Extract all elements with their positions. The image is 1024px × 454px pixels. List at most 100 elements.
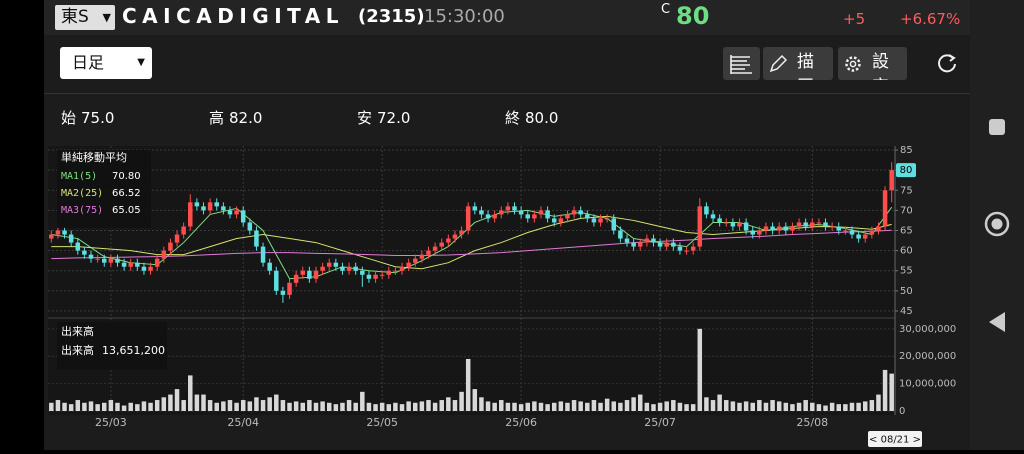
recents-button[interactable] bbox=[989, 119, 1005, 135]
home-dot bbox=[991, 218, 1003, 230]
candle-body bbox=[340, 266, 345, 271]
back-button[interactable] bbox=[989, 312, 1005, 332]
volume-bar bbox=[657, 402, 663, 411]
candle-body bbox=[465, 206, 471, 231]
candle-body bbox=[168, 242, 173, 251]
candle-body bbox=[320, 266, 325, 271]
candle-body bbox=[776, 226, 782, 231]
volume-bar bbox=[300, 402, 306, 411]
candle-body bbox=[293, 274, 299, 283]
time: 15:30:00 bbox=[424, 6, 505, 27]
dropdown-arrow: ▼ bbox=[102, 11, 111, 24]
draw-button[interactable]: 描画 bbox=[763, 47, 833, 80]
volume-bar bbox=[644, 402, 650, 411]
ohlc-label: 安 bbox=[357, 109, 373, 127]
candle-body bbox=[704, 206, 709, 215]
candle-body bbox=[843, 230, 848, 232]
y-tick-label: 75 bbox=[900, 185, 913, 196]
candle-body bbox=[591, 218, 597, 223]
candle-body bbox=[386, 270, 392, 275]
volume-bar bbox=[426, 400, 431, 411]
x-tick-label: 25/03 bbox=[95, 416, 127, 429]
volume-bar bbox=[505, 402, 511, 411]
volume-bar bbox=[677, 402, 683, 411]
ohlc-value: 80.0 bbox=[525, 109, 559, 127]
volume-bar bbox=[876, 394, 881, 411]
candle-body bbox=[49, 234, 54, 239]
candle-body bbox=[161, 250, 167, 259]
volume-tick-label: 20,000,000 bbox=[899, 351, 956, 362]
list-button[interactable] bbox=[723, 47, 760, 80]
candle-body bbox=[432, 246, 438, 251]
candle-body bbox=[757, 230, 762, 235]
market-select[interactable]: 東S ▼ bbox=[55, 5, 115, 30]
volume-bar bbox=[214, 402, 219, 411]
candle-body bbox=[95, 258, 100, 260]
volume-bar bbox=[479, 397, 484, 411]
volume-bar bbox=[95, 404, 100, 411]
volume-bar bbox=[671, 400, 676, 411]
candle-body bbox=[393, 270, 398, 272]
candle-body bbox=[307, 270, 312, 279]
volume-tick-label: 30,000,000 bbox=[899, 324, 956, 335]
candle-body bbox=[426, 250, 431, 255]
volume-bar bbox=[340, 402, 345, 411]
ohlc-value: 75.0 bbox=[81, 109, 115, 127]
volume-bar bbox=[293, 401, 299, 411]
candle-body bbox=[406, 262, 411, 267]
candle-body bbox=[499, 210, 504, 215]
candle-body bbox=[664, 242, 669, 247]
candle-body bbox=[274, 270, 279, 291]
volume-bar bbox=[320, 401, 325, 411]
y-tick-label: 45 bbox=[900, 306, 913, 317]
candle-body bbox=[565, 214, 570, 219]
candle-body bbox=[379, 274, 385, 276]
refresh-button[interactable] bbox=[936, 52, 958, 74]
draw-label: 描画 bbox=[797, 52, 814, 80]
candle-body bbox=[604, 218, 610, 220]
candle-body bbox=[862, 234, 868, 239]
candle-body bbox=[677, 246, 683, 251]
volume-bar bbox=[413, 402, 418, 411]
candle-body bbox=[512, 206, 517, 211]
volume-bar bbox=[730, 401, 736, 411]
volume-bar bbox=[862, 401, 868, 411]
candle-body bbox=[188, 202, 193, 227]
candle-body bbox=[690, 246, 696, 251]
candle-body bbox=[836, 226, 842, 231]
settings-button[interactable]: 設定 bbox=[838, 47, 907, 80]
candle-body bbox=[141, 266, 147, 271]
volume-bar bbox=[790, 404, 795, 411]
volume-bar bbox=[585, 402, 590, 411]
candle-body bbox=[62, 230, 67, 235]
candle-body bbox=[439, 242, 444, 247]
candle-body bbox=[770, 226, 775, 231]
candle-body bbox=[538, 210, 544, 215]
volume-bar bbox=[882, 369, 888, 411]
volume-bar bbox=[101, 402, 107, 411]
volume-bar bbox=[188, 375, 193, 411]
price-tag: 80 bbox=[900, 165, 913, 176]
candle-body bbox=[697, 206, 703, 247]
volume-bar bbox=[512, 402, 517, 411]
period-select[interactable]: 日足 ▼ bbox=[60, 47, 152, 79]
volume-bar bbox=[280, 400, 286, 411]
volume-bar bbox=[360, 391, 365, 411]
volume-bar bbox=[538, 402, 544, 411]
header-bar bbox=[44, 0, 970, 35]
candle-body bbox=[399, 266, 405, 271]
candle-body bbox=[611, 218, 617, 231]
volume-bar bbox=[803, 400, 808, 411]
candle-body bbox=[571, 210, 577, 215]
volume-bar bbox=[631, 397, 636, 411]
volume-bar bbox=[148, 402, 153, 411]
ohlc-item: 始 75.0 bbox=[61, 107, 114, 128]
volume-bar bbox=[465, 358, 471, 411]
volume-bar bbox=[829, 402, 835, 411]
candle-body bbox=[280, 290, 286, 295]
home-button[interactable] bbox=[984, 211, 1010, 237]
volume-bar bbox=[869, 400, 875, 411]
ma-line bbox=[51, 229, 892, 260]
candle-body bbox=[869, 230, 875, 235]
volume-bar bbox=[757, 400, 762, 411]
